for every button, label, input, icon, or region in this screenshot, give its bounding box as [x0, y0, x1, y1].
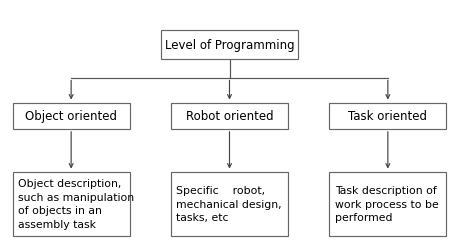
FancyBboxPatch shape [13, 172, 130, 236]
Text: Robot oriented: Robot oriented [186, 110, 273, 123]
Text: Specific    robot,
mechanical design,
tasks, etc: Specific robot, mechanical design, tasks… [177, 185, 282, 222]
Text: Task description of
work process to be
performed: Task description of work process to be p… [335, 185, 439, 222]
FancyBboxPatch shape [171, 172, 288, 236]
Text: Task oriented: Task oriented [348, 110, 427, 123]
FancyBboxPatch shape [330, 172, 447, 236]
Text: Object oriented: Object oriented [25, 110, 117, 123]
FancyBboxPatch shape [330, 103, 447, 129]
Text: Level of Programming: Level of Programming [165, 38, 294, 52]
FancyBboxPatch shape [13, 103, 130, 129]
FancyBboxPatch shape [171, 103, 288, 129]
Text: Object description,
such as manipulation
of objects in an
assembly task: Object description, such as manipulation… [18, 178, 134, 229]
FancyBboxPatch shape [161, 30, 298, 60]
